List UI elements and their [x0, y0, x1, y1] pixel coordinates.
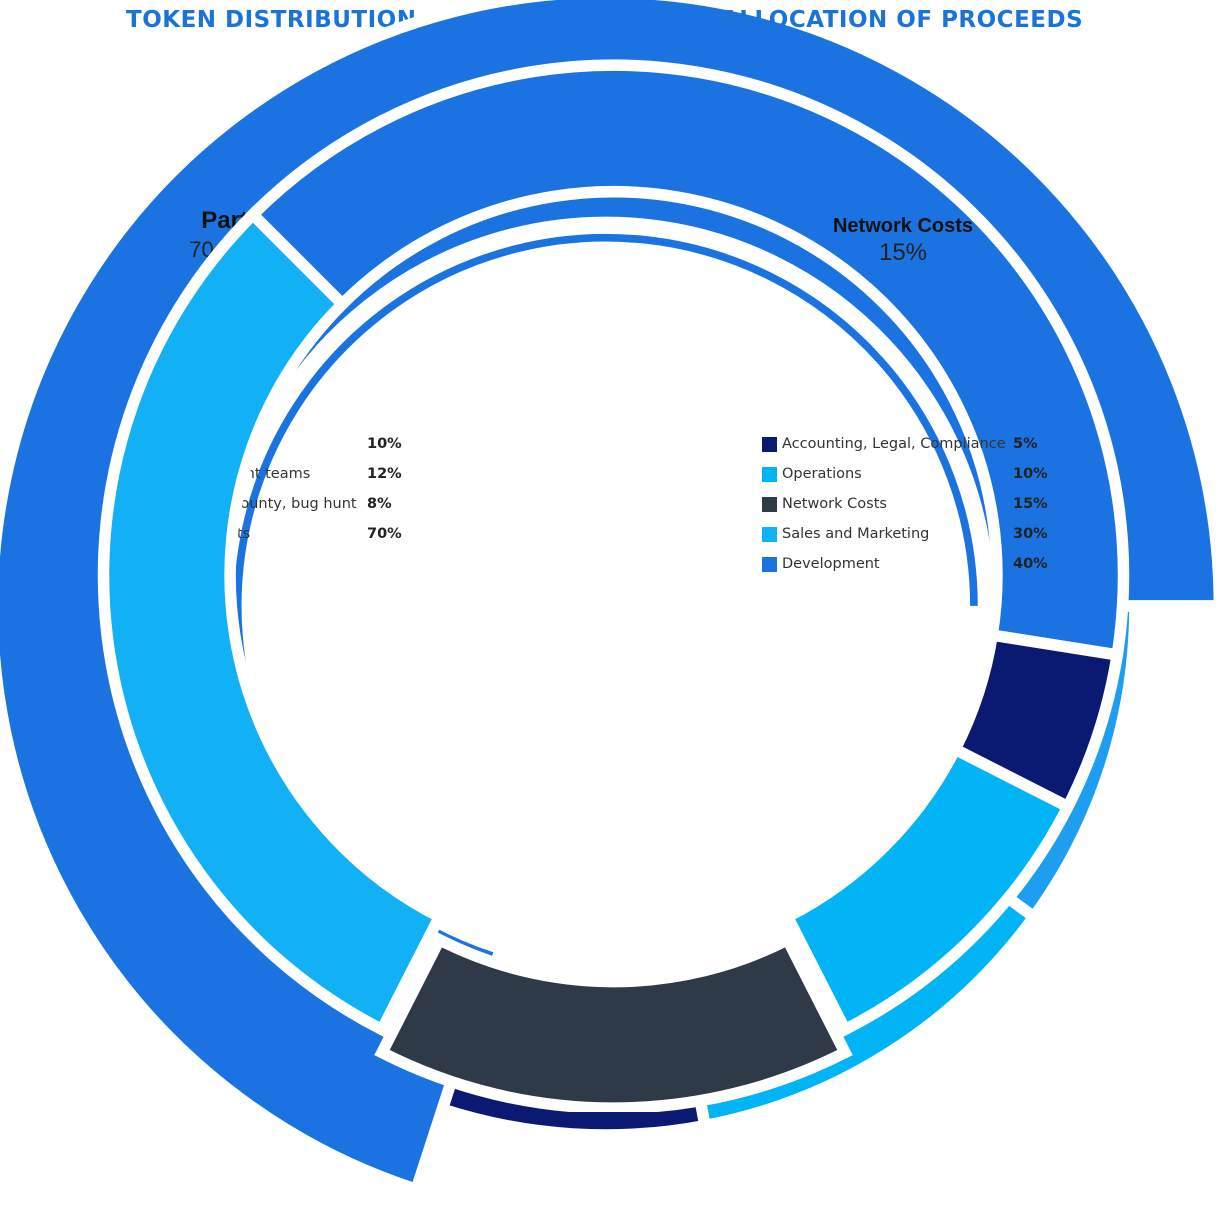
legend-label: Sales and Marketing: [782, 526, 930, 542]
legend-label: Development: [782, 556, 880, 572]
legend-percent: 10%: [1013, 466, 1048, 482]
legend-item-network-costs[interactable]: Network Costs 15%: [762, 493, 1082, 523]
legend-swatch: [762, 437, 777, 452]
legend-item-accounting-legal-compliance[interactable]: Accounting, Legal, Compliance 5%: [762, 433, 1082, 463]
legend-percent: 30%: [1013, 526, 1048, 542]
legend-item-operations[interactable]: Operations 10%: [762, 463, 1082, 493]
chart-title: ALLOCATION OF PROCEEDS: [721, 7, 1084, 33]
slice-sales-and-marketing[interactable]: [97, 206, 448, 1038]
legend-percent: 12%: [367, 466, 402, 482]
legend-percent: 70%: [367, 526, 402, 542]
legend-percent: 5%: [1013, 436, 1038, 452]
slice-network-costs[interactable]: [374, 932, 853, 1112]
legend-item-sales-and-marketing[interactable]: Sales and Marketing 30%: [762, 523, 1082, 553]
token-distribution-panel: TOKEN DISTRIBUTION: [0, 0, 560, 637]
allocation-legend: Accounting, Legal, Compliance 5% Operation…: [762, 433, 1082, 583]
legend-swatch: [762, 497, 777, 512]
legend-percent: 10%: [367, 436, 402, 452]
center-slice-name: Network Costs: [832, 215, 974, 237]
legend-percent: 40%: [1013, 556, 1048, 572]
legend-label: Operations: [782, 466, 862, 482]
slice-development[interactable]: [244, 59, 1130, 662]
legend-swatch: [762, 527, 777, 542]
donut-center-label: Network Costs 15%: [803, 214, 1003, 268]
allocation-panel: ALLOCATION OF PROCEEDS: [600, 0, 1227, 637]
legend-percent: 8%: [367, 496, 392, 512]
center-slice-value: 15%: [878, 239, 928, 266]
legend-swatch: [762, 467, 777, 482]
legend-percent: 15%: [1013, 496, 1048, 512]
legend-item-development[interactable]: Development 40%: [762, 553, 1082, 583]
legend-swatch: [762, 557, 777, 572]
legend-label: Accounting, Legal, Compliance: [782, 436, 1006, 452]
legend-label: Network Costs: [782, 496, 887, 512]
chart-title: TOKEN DISTRIBUTION: [126, 7, 417, 33]
